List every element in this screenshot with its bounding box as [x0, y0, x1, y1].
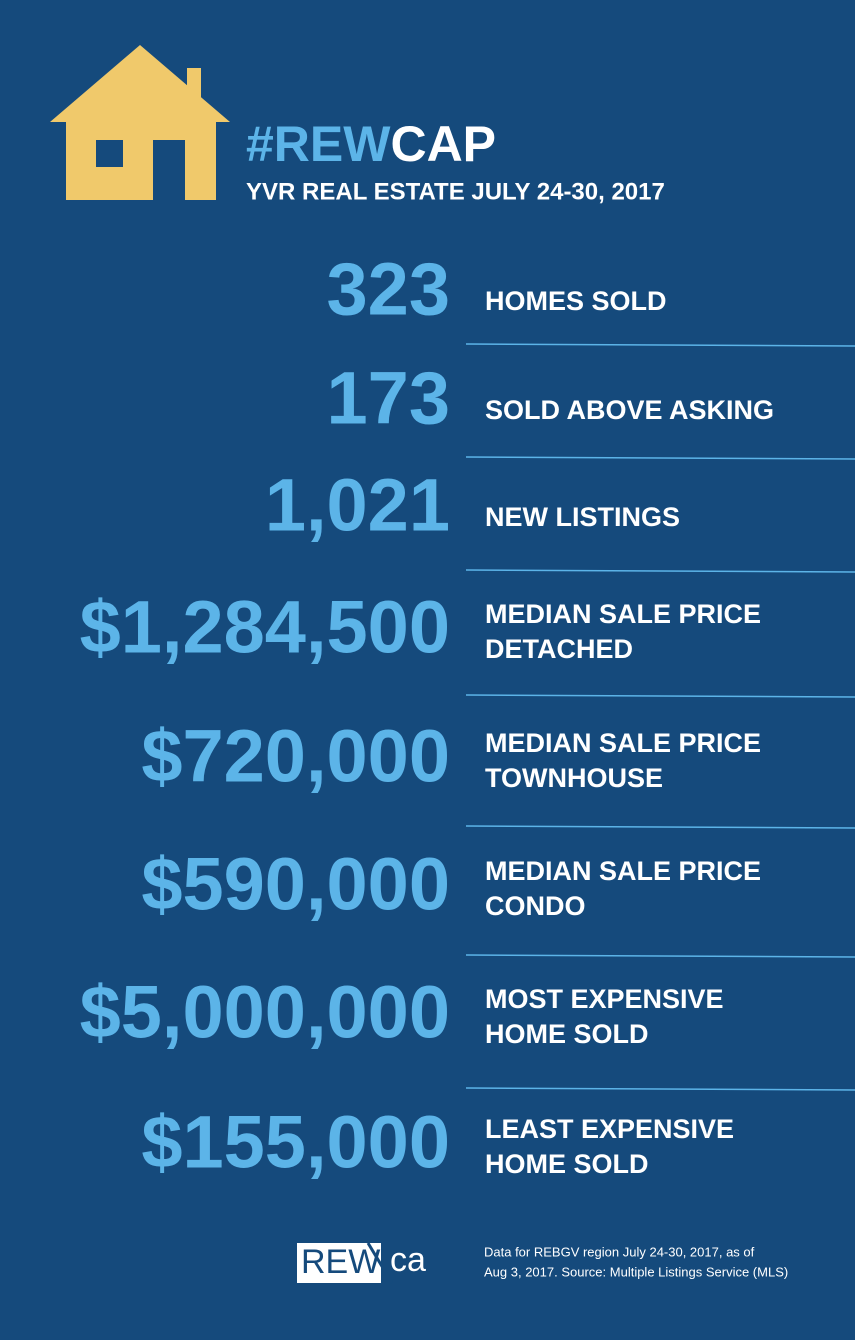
divider [465, 456, 855, 460]
stat-label: LEAST EXPENSIVE [485, 1114, 734, 1144]
stat-value: 323 [327, 248, 450, 331]
stat-label: HOME SOLD [485, 1149, 649, 1179]
stat-label: HOMES SOLD [485, 286, 667, 316]
stats: 323 HOMES SOLD 173 SOLD ABOVE ASKING 1,021 NE… [80, 248, 855, 1184]
footer-note: Aug 3, 2017. Source: Multiple Listings S… [484, 1264, 788, 1279]
stat-value: 1,021 [265, 464, 450, 547]
divider [465, 1087, 855, 1091]
stat-value: $590,000 [141, 843, 450, 926]
divider [465, 694, 855, 698]
divider [465, 343, 855, 347]
divider [465, 825, 855, 829]
house-icon [50, 45, 230, 200]
title: #REWCAP [246, 116, 496, 172]
stat-label: HOME SOLD [485, 1019, 649, 1049]
title-rest: CAP [390, 116, 496, 172]
stat-value: $1,284,500 [80, 586, 450, 669]
stat-value: $720,000 [141, 715, 450, 798]
stat-label: TOWNHOUSE [485, 763, 663, 793]
stat-label: MEDIAN SALE PRICE [485, 856, 761, 886]
stat-value: 173 [327, 357, 450, 440]
stat-label: NEW LISTINGS [485, 502, 680, 532]
title-highlight: #REW [246, 116, 391, 172]
stat-label: MOST EXPENSIVE [485, 984, 724, 1014]
logo: REW ca [297, 1241, 426, 1284]
stat-label: CONDO [485, 891, 586, 921]
footer-note: Data for REBGV region July 24-30, 2017, … [484, 1244, 755, 1259]
logo-main: REW [301, 1243, 380, 1281]
subtitle: YVR REAL ESTATE JULY 24-30, 2017 [246, 178, 665, 205]
divider [465, 954, 855, 958]
stat-label: MEDIAN SALE PRICE [485, 599, 761, 629]
divider [465, 569, 855, 573]
stat-value: $5,000,000 [80, 971, 450, 1054]
stat-label: SOLD ABOVE ASKING [485, 395, 774, 425]
stat-label: DETACHED [485, 634, 633, 664]
logo-suffix: ca [390, 1241, 426, 1279]
stat-label: MEDIAN SALE PRICE [485, 728, 761, 758]
stat-value: $155,000 [141, 1101, 450, 1184]
